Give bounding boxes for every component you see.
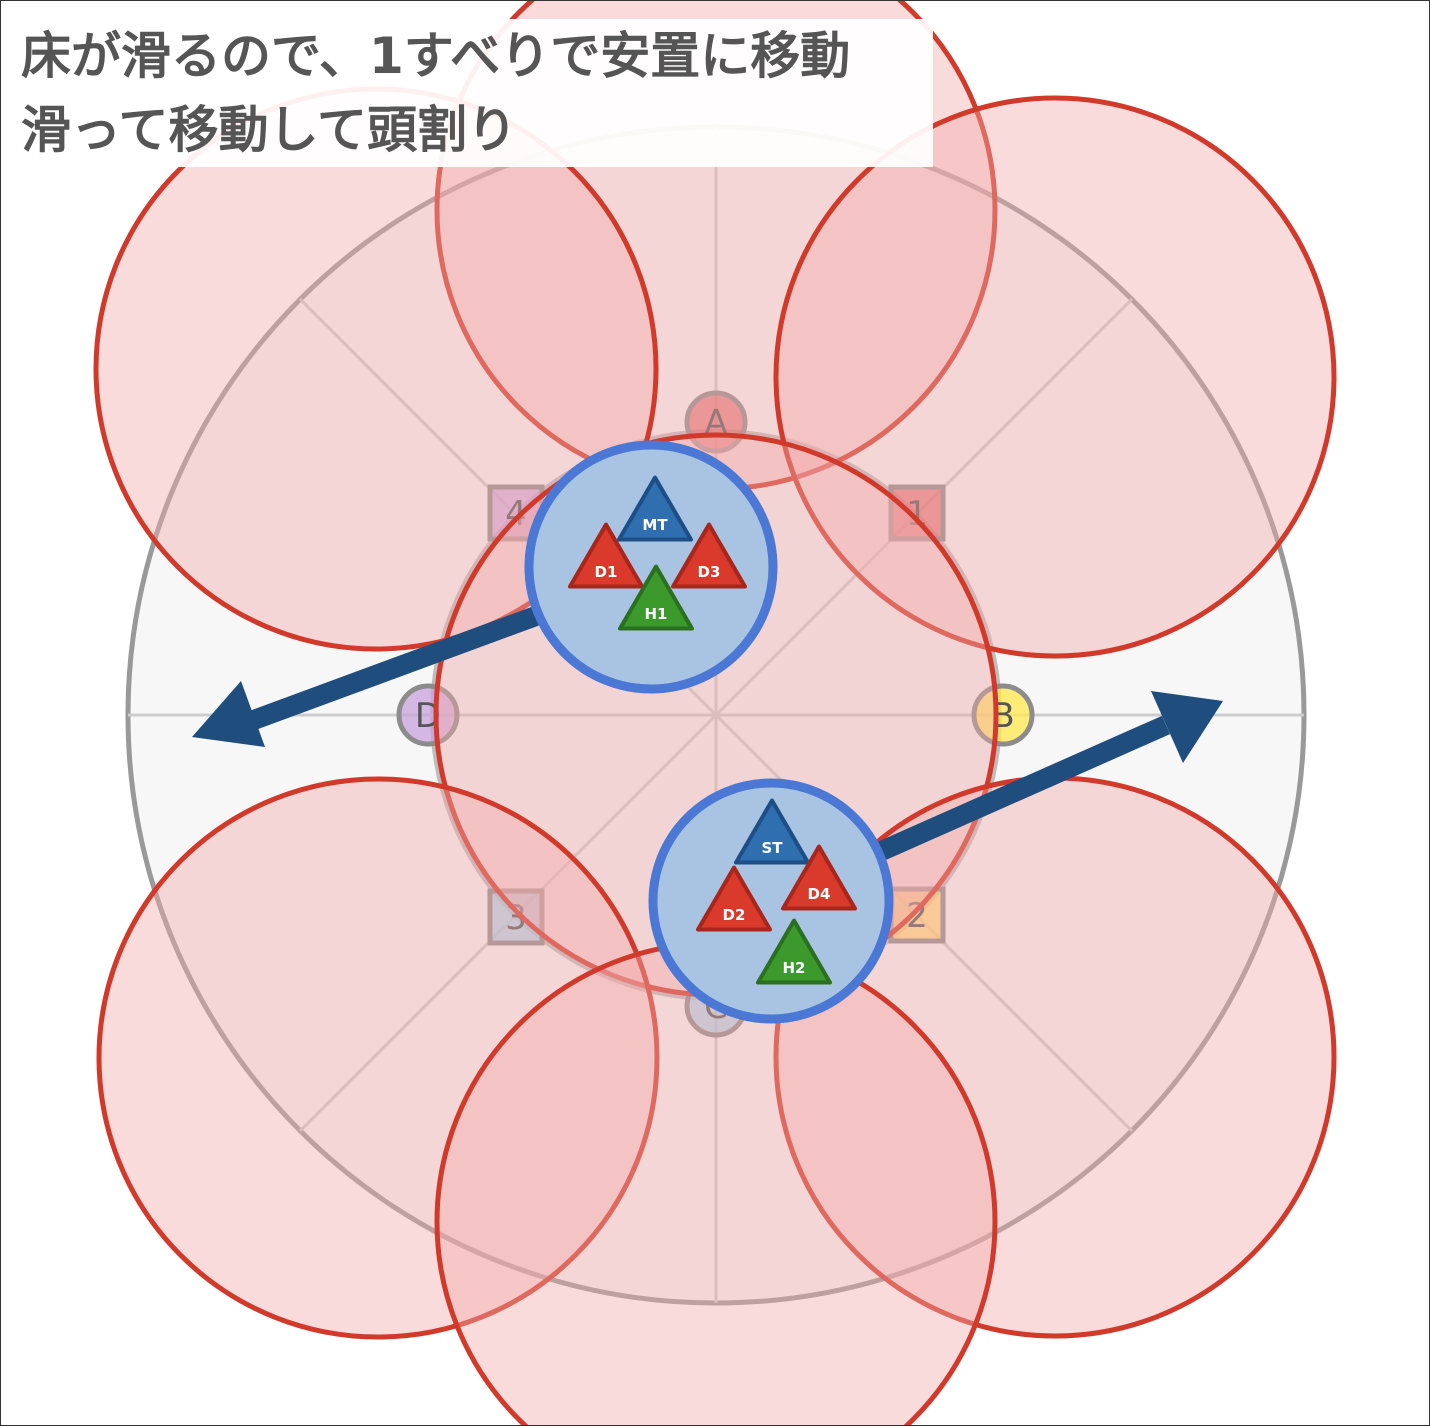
role-marker-d1: D1	[568, 522, 644, 589]
waymark-1: 1	[888, 484, 946, 542]
role-markers: MT D1 D3 H1 ST D4 D2 H2	[568, 475, 857, 985]
role-label: ST	[761, 839, 783, 857]
movement-arrows	[192, 603, 1223, 863]
stack-circle-se	[648, 778, 894, 1024]
role-label: D3	[698, 563, 721, 581]
stack-groups	[524, 440, 894, 1024]
role-marker-h1: H1	[618, 564, 694, 631]
role-marker-mt: MT	[617, 475, 693, 542]
caption-line-2: 滑って移動して頭割り	[21, 101, 517, 159]
role-label: H1	[645, 605, 668, 623]
stack-circle-nw	[524, 440, 778, 694]
aoe-circle-5	[96, 776, 660, 1340]
role-label: H2	[783, 959, 806, 977]
role-marker-d2: D2	[696, 865, 772, 932]
arrow-east	[872, 691, 1223, 863]
role-marker-d4: D4	[781, 844, 857, 911]
role-label: D2	[723, 906, 746, 924]
role-label: MT	[642, 516, 668, 534]
role-label: D1	[595, 563, 618, 581]
caption-box: 床が滑るので、1すべりで安置に移動 滑って移動して頭割り	[17, 19, 933, 167]
arrow-west	[192, 603, 548, 747]
caption-line-1: 床が滑るので、1すべりで安置に移動	[21, 27, 851, 85]
arena-grid-lines	[128, 127, 1304, 1303]
role-marker-d3: D3	[671, 522, 747, 589]
role-label: D4	[808, 885, 831, 903]
role-marker-st: ST	[734, 798, 810, 865]
role-marker-h2: H2	[756, 918, 832, 985]
